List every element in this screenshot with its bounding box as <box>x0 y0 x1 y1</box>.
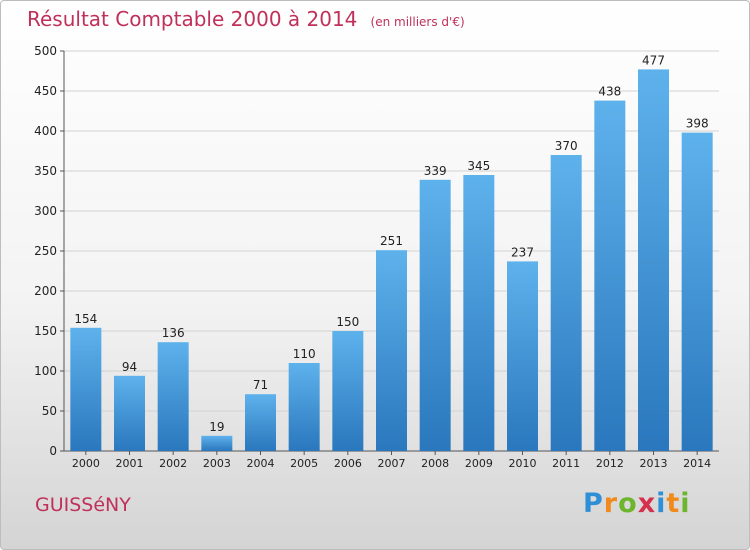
logo-letter: i <box>680 488 691 519</box>
data-label: 339 <box>424 164 447 178</box>
logo-letter: i <box>656 488 667 519</box>
x-tick-label: 2006 <box>334 457 362 470</box>
x-tick-label: 2005 <box>290 457 318 470</box>
bar-2011 <box>550 155 582 451</box>
data-label: 94 <box>122 360 137 374</box>
bars <box>70 69 713 452</box>
data-label: 110 <box>293 347 316 361</box>
y-tick-label: 450 <box>34 84 57 98</box>
chart-title: Résultat Comptable 2000 à 2014 <box>27 7 358 31</box>
logo-letter: P <box>583 488 604 519</box>
bar-2008 <box>419 179 451 452</box>
y-tick-label: 300 <box>34 204 57 218</box>
bar-2013 <box>638 69 669 452</box>
data-label: 136 <box>162 326 185 340</box>
y-tick-label: 150 <box>34 324 57 338</box>
x-tick-label: 2000 <box>72 457 100 470</box>
logo-letter: x <box>637 488 657 519</box>
bar-2005 <box>288 363 320 451</box>
bar-2006 <box>332 331 364 451</box>
y-tick-label: 0 <box>49 444 57 458</box>
x-tick-label: 2008 <box>421 457 449 470</box>
y-tick-label: 350 <box>34 164 57 178</box>
x-tick-label: 2011 <box>552 457 580 470</box>
chart-subtitle: (en milliers d'€) <box>370 15 465 29</box>
bar-2001 <box>114 375 145 451</box>
data-label: 398 <box>686 117 709 131</box>
y-tick-label: 400 <box>34 124 57 138</box>
bar-2004 <box>245 394 276 451</box>
proxiti-logo: Proxiti <box>583 488 691 519</box>
x-tick-label: 2014 <box>683 457 711 470</box>
data-label: 438 <box>598 85 621 99</box>
bar-2002 <box>157 342 189 451</box>
chart-title-group: Résultat Comptable 2000 à 2014 (en milli… <box>27 7 465 31</box>
logo-letter: r <box>603 488 619 519</box>
data-label: 251 <box>380 234 403 248</box>
logo-letter: o <box>618 488 638 519</box>
x-tick-label: 2001 <box>116 457 144 470</box>
data-label: 154 <box>74 312 97 326</box>
bar-2007 <box>376 250 407 451</box>
bar-2010 <box>507 261 538 451</box>
data-label: 477 <box>642 53 665 67</box>
x-tick-label: 2012 <box>596 457 624 470</box>
x-tick-label: 2002 <box>159 457 187 470</box>
data-label: 370 <box>555 139 578 153</box>
x-tick-label: 2013 <box>640 457 668 470</box>
bar-2009 <box>463 175 495 451</box>
logo-letter: t <box>666 488 681 519</box>
y-tick-label: 200 <box>34 284 57 298</box>
data-label: 71 <box>253 378 268 392</box>
commune-name: GUISSéNY <box>35 494 131 516</box>
y-tick-label: 100 <box>34 364 57 378</box>
bar-2014 <box>681 132 713 451</box>
data-label: 345 <box>467 159 490 173</box>
bar-2000 <box>70 327 102 451</box>
data-label: 19 <box>209 420 224 434</box>
bar-2003 <box>201 435 233 451</box>
y-tick-label: 500 <box>34 44 57 58</box>
data-label: 150 <box>336 315 359 329</box>
y-tick-label: 250 <box>34 244 57 258</box>
data-labels: 154 94 136 19 71 110 150 251 339 345 237 370 438 477 3… <box>74 53 708 433</box>
x-tick-label: 2009 <box>465 457 493 470</box>
x-tick-label: 2003 <box>203 457 231 470</box>
x-tick-label: 2004 <box>247 457 275 470</box>
x-tick-label: 2007 <box>378 457 406 470</box>
y-tick-label: 50 <box>42 404 57 418</box>
data-label: 237 <box>511 245 534 259</box>
bar-2012 <box>594 100 626 451</box>
x-tick-label: 2010 <box>509 457 537 470</box>
